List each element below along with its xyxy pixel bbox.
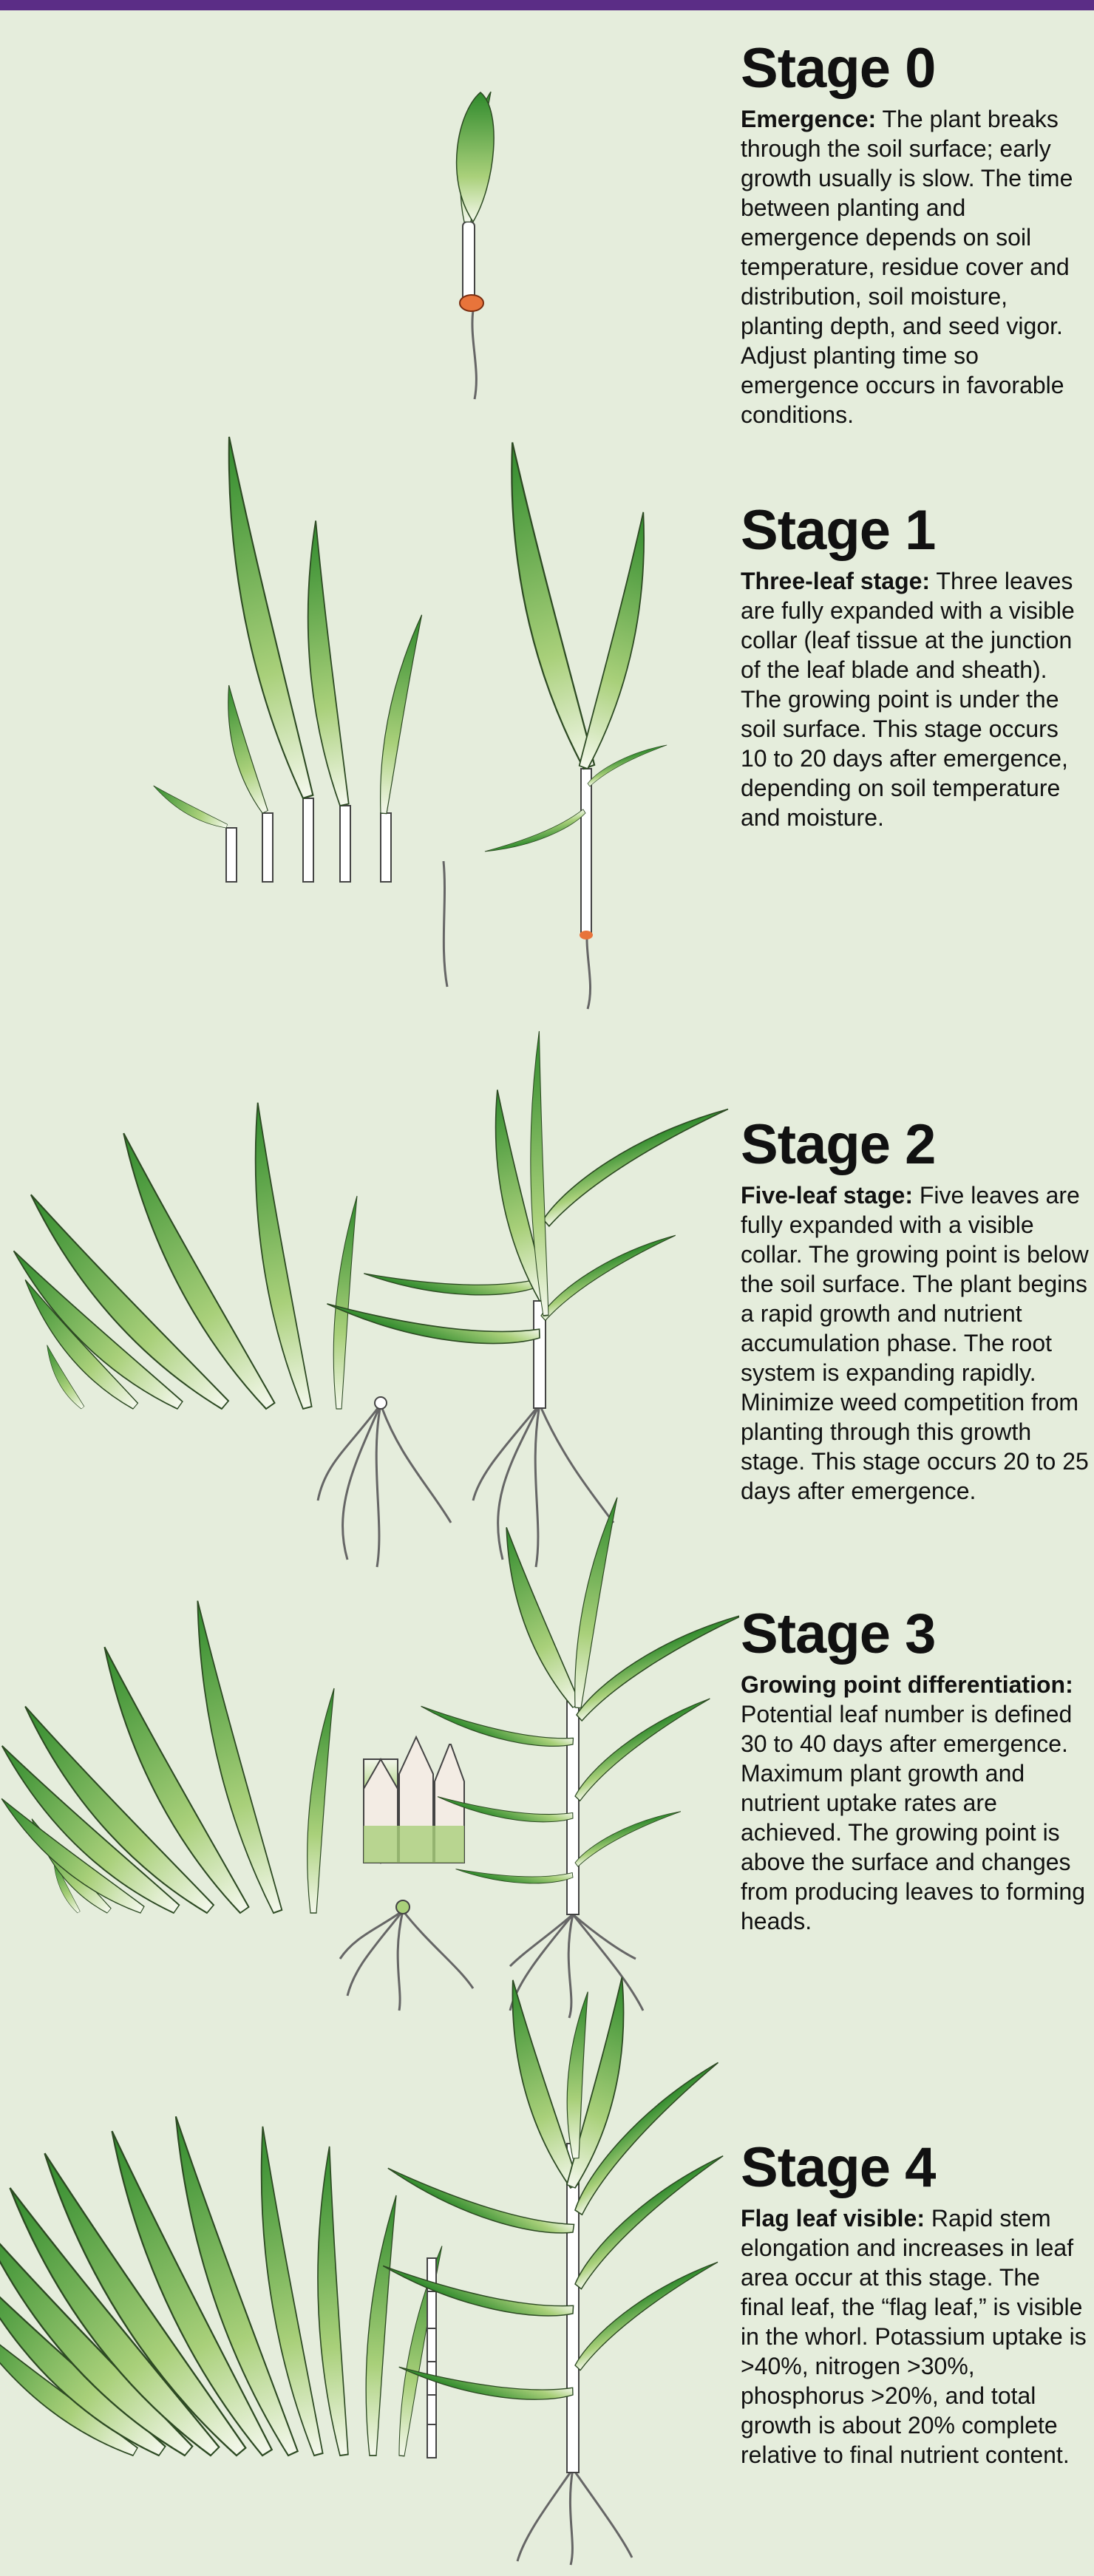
stage-term: Growing point differentiation: (741, 1671, 1073, 1698)
stage-title: Stage 1 (741, 500, 1090, 562)
stage-text: Three leaves are fully expanded with a v… (741, 568, 1075, 831)
stage-description: Emergence: The plant breaks through the … (741, 104, 1090, 429)
stage-term: Three-leaf stage: (741, 568, 930, 594)
stage-title: Stage 4 (741, 2137, 1090, 2199)
stage: Stage 2 Five-leaf stage: Five leaves are… (741, 1114, 1090, 1506)
stage-description: Three-leaf stage: Three leaves are fully… (741, 566, 1090, 832)
stage-text: Rapid stem elongation and increases in l… (741, 2205, 1087, 2468)
stage: Stage 1 Three-leaf stage: Three leaves a… (741, 500, 1090, 832)
stage: Stage 3 Growing point differentiation: P… (741, 1603, 1090, 1936)
stage-text: The plant breaks through the soil surfac… (741, 106, 1073, 428)
illustrations (0, 0, 739, 2576)
seedling (457, 92, 495, 399)
stage-term: Five-leaf stage: (741, 1182, 913, 1209)
stage: Stage 4 Flag leaf visible: Rapid stem el… (741, 2137, 1090, 2470)
stage-text: Five leaves are fully expanded with a vi… (741, 1182, 1089, 1504)
stage-description: Five-leaf stage: Five leaves are fully e… (741, 1180, 1090, 1506)
stage-title: Stage 2 (741, 1114, 1090, 1176)
stage: Stage 0 Emergence: The plant breaks thro… (741, 38, 1090, 429)
stage-title: Stage 0 (741, 38, 1090, 100)
stage-description: Flag leaf visible: Rapid stem elongation… (741, 2203, 1090, 2470)
infographic: Stage 0 Emergence: The plant breaks thro… (0, 0, 1094, 2576)
page: Growth stages {"stages": [ {"title": "St… (0, 0, 1094, 2576)
stage-title: Stage 3 (741, 1603, 1090, 1665)
stage-description: Growing point differentiation: Potential… (741, 1670, 1090, 1936)
stage-term: Emergence: (741, 106, 876, 132)
stage-1-plants (148, 437, 682, 1009)
stage-3-plants (0, 1495, 739, 2018)
stage-term: Flag leaf visible: (741, 2205, 925, 2232)
stage-text: Potential leaf number is defined 30 to 4… (741, 1701, 1085, 1934)
stage-4-plants (0, 1977, 739, 2565)
stage-2-plants (0, 1031, 739, 1567)
